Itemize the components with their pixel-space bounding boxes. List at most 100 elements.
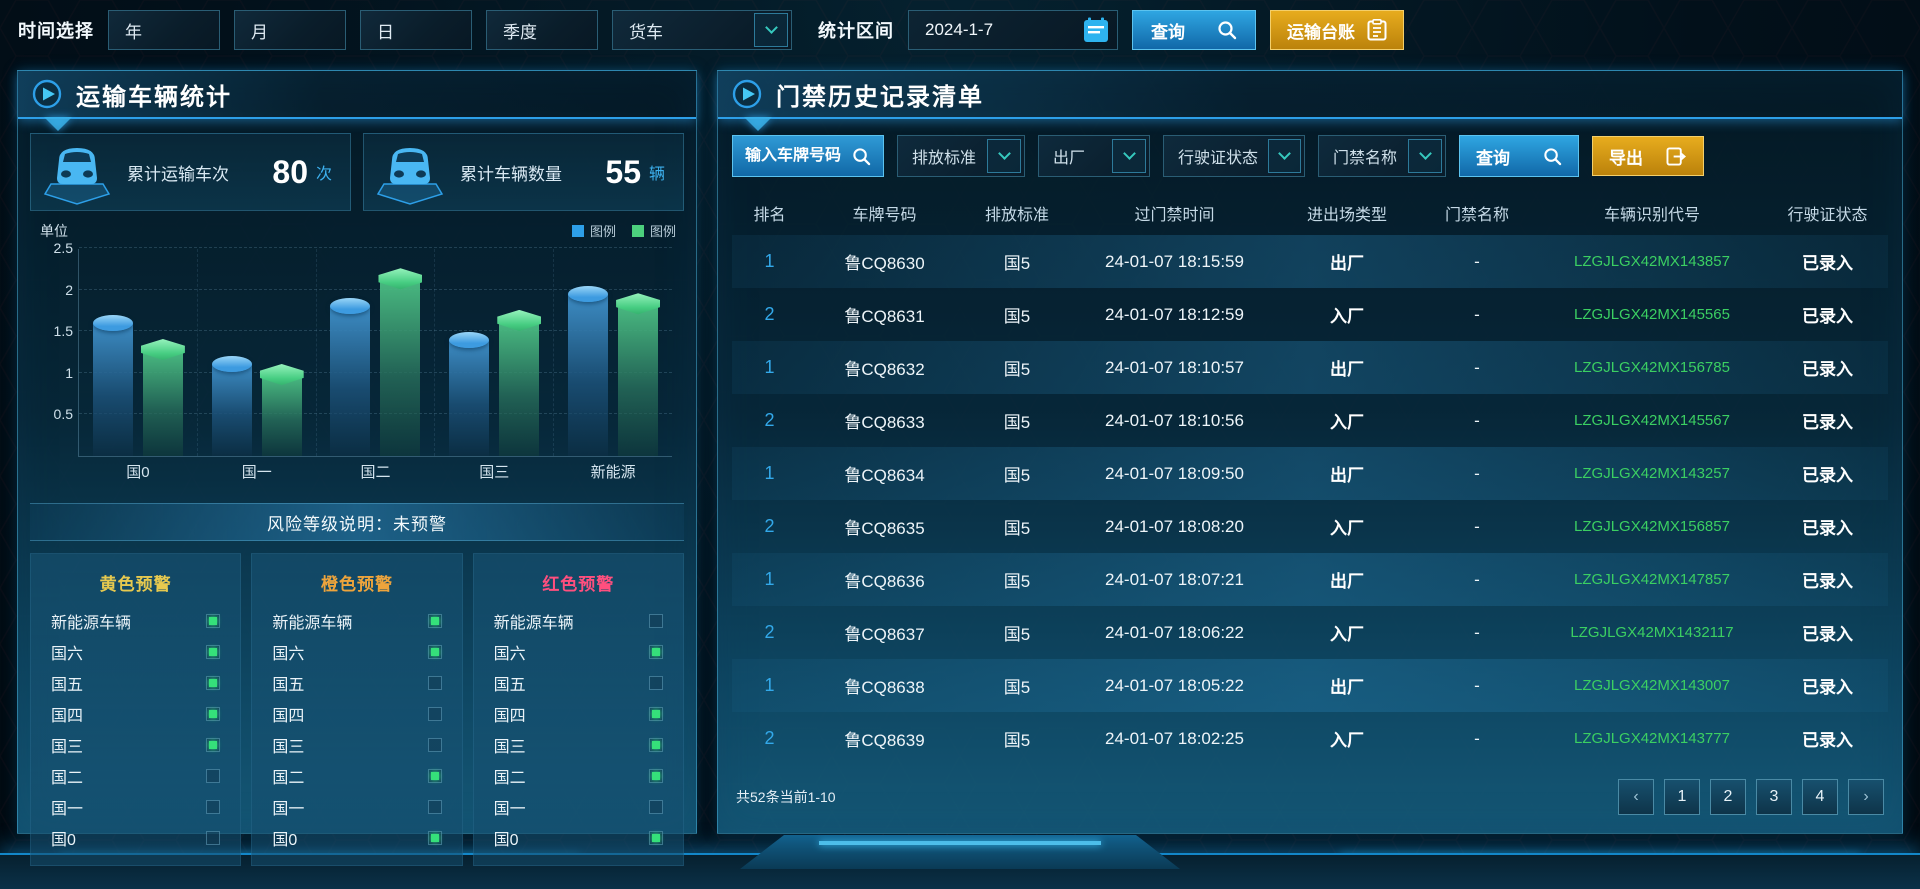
warning-indicator[interactable] xyxy=(648,706,663,721)
vehicle-type-select[interactable]: 货车 xyxy=(612,10,792,50)
period-button[interactable]: 季度 xyxy=(486,10,598,50)
table-header-row: 排名 车牌号码 排放标准 过门禁时间 进出场类型 门禁名称 车辆识别代号 行驶证状态 xyxy=(732,191,1888,235)
warning-indicator[interactable] xyxy=(206,737,221,752)
warning-indicator[interactable] xyxy=(648,644,663,659)
legend-swatch xyxy=(571,224,584,237)
next-page-button[interactable]: › xyxy=(1848,779,1884,815)
cell-gate: - xyxy=(1474,516,1480,536)
query-button[interactable]: 查询 xyxy=(1132,10,1256,50)
legend-swatch xyxy=(631,224,644,237)
legend-item[interactable]: 图例 xyxy=(571,221,616,240)
page-button[interactable]: 4 xyxy=(1802,779,1838,815)
column-header: 排名 xyxy=(753,207,786,224)
warning-indicator[interactable] xyxy=(648,613,663,628)
table-row[interactable]: 1 鲁CQ8632 国5 24-01-07 18:10:57 出厂 - LZGJ… xyxy=(732,341,1888,394)
warning-indicator[interactable] xyxy=(206,644,221,659)
warning-indicator[interactable] xyxy=(427,768,442,783)
table-row[interactable]: 2 鲁CQ8637 国5 24-01-07 18:06:22 入厂 - LZGJ… xyxy=(732,606,1888,659)
filter-dropdown[interactable]: 排放标准 xyxy=(897,135,1025,177)
legend-label: 图例 xyxy=(589,224,616,239)
warning-indicator[interactable] xyxy=(648,768,663,783)
filter-dropdown[interactable]: 门禁名称 xyxy=(1318,135,1446,177)
plate-search-input[interactable] xyxy=(745,147,849,165)
prev-page-button[interactable]: ‹ xyxy=(1618,779,1654,815)
cell-plate: 鲁CQ8631 xyxy=(844,307,925,326)
table-row[interactable]: 2 鲁CQ8639 国5 24-01-07 18:02:25 入厂 - LZGJ… xyxy=(732,712,1888,765)
cell-standard: 国5 xyxy=(1003,360,1031,379)
bar-series-1 xyxy=(92,314,133,456)
warning-row: 新能源车辆 xyxy=(494,605,663,636)
warning-indicator[interactable] xyxy=(206,768,221,783)
warning-indicator[interactable] xyxy=(206,799,221,814)
cell-standard: 国5 xyxy=(1003,731,1031,750)
page-button[interactable]: 2 xyxy=(1710,779,1746,815)
warning-indicator[interactable] xyxy=(206,706,221,721)
warning-indicator[interactable] xyxy=(427,737,442,752)
gridline xyxy=(79,330,672,332)
cell-type: 出厂 xyxy=(1330,254,1364,273)
header-chevron-decoration xyxy=(744,117,772,131)
time-select-label: 时间选择 xyxy=(18,21,94,41)
legend-label: 图例 xyxy=(649,224,676,239)
stat-label: 累计运输车次 xyxy=(127,164,229,184)
period-button[interactable]: 年 xyxy=(108,10,220,50)
period-button[interactable]: 月 xyxy=(234,10,346,50)
warning-indicator[interactable] xyxy=(427,799,442,814)
warning-indicator[interactable] xyxy=(427,675,442,690)
cell-status: 已录入 xyxy=(1802,678,1853,697)
filter-bar: 排放标准 出厂 行驶证状态 门禁名称 查询 导出 xyxy=(732,135,1888,177)
warning-indicator[interactable] xyxy=(206,675,221,690)
warning-indicator[interactable] xyxy=(427,613,442,628)
warning-indicator[interactable] xyxy=(648,675,663,690)
warning-indicator[interactable] xyxy=(648,737,663,752)
warning-columns: 黄色预警 新能源车辆 国六 国五 国四 国三 国二 国一 国0 橙色预警 新能源… xyxy=(30,553,684,866)
warning-row: 新能源车辆 xyxy=(51,605,221,636)
warning-indicator[interactable] xyxy=(648,830,663,845)
query-button-label: 查询 xyxy=(1151,22,1185,42)
table-row[interactable]: 1 鲁CQ8634 国5 24-01-07 18:09:50 出厂 - LZGJ… xyxy=(732,447,1888,500)
table-row[interactable]: 2 鲁CQ8631 国5 24-01-07 18:12:59 入厂 - LZGJ… xyxy=(732,288,1888,341)
export-button[interactable]: 导出 xyxy=(1592,136,1704,176)
filter-dropdown[interactable]: 出厂 xyxy=(1038,135,1150,177)
header-chevron-decoration xyxy=(44,117,72,131)
cell-gate: - xyxy=(1474,622,1480,642)
cell-time: 24-01-07 18:15:59 xyxy=(1105,251,1244,271)
warning-row: 国四 xyxy=(51,698,221,729)
period-button[interactable]: 日 xyxy=(360,10,472,50)
warning-indicator[interactable] xyxy=(206,613,221,628)
date-picker[interactable]: 2024-1-7 xyxy=(908,10,1118,50)
x-axis-label: 国三 xyxy=(479,464,510,481)
table-row[interactable]: 1 鲁CQ8638 国5 24-01-07 18:05:22 出厂 - LZGJ… xyxy=(732,659,1888,712)
page-button[interactable]: 3 xyxy=(1756,779,1792,815)
table-row[interactable]: 2 鲁CQ8633 国5 24-01-07 18:10:56 入厂 - LZGJ… xyxy=(732,394,1888,447)
chart-unit-label: 单位 xyxy=(40,223,68,239)
warning-indicator[interactable] xyxy=(427,830,442,845)
filter-dropdown[interactable]: 行驶证状态 xyxy=(1163,135,1305,177)
warning-row: 国六 xyxy=(494,636,663,667)
cell-plate: 鲁CQ8635 xyxy=(844,519,925,538)
warning-indicator[interactable] xyxy=(206,830,221,845)
warning-indicator[interactable] xyxy=(648,799,663,814)
left-panel-title: 运输车辆统计 xyxy=(76,83,232,111)
warning-indicator[interactable] xyxy=(427,706,442,721)
bar-series-1 xyxy=(330,298,371,456)
page-button[interactable]: 1 xyxy=(1664,779,1700,815)
cell-type: 入厂 xyxy=(1330,519,1364,538)
play-icon xyxy=(32,79,62,109)
legend-item[interactable]: 图例 xyxy=(631,221,676,240)
right-panel-title: 门禁历史记录清单 xyxy=(776,83,984,111)
transport-ledger-button[interactable]: 运输台账 xyxy=(1270,10,1404,50)
date-value: 2024-1-7 xyxy=(925,20,994,39)
warning-indicator[interactable] xyxy=(427,644,442,659)
table-row[interactable]: 1 鲁CQ8630 国5 24-01-07 18:15:59 出厂 - LZGJ… xyxy=(732,235,1888,288)
table-row[interactable]: 1 鲁CQ8636 国5 24-01-07 18:07:21 出厂 - LZGJ… xyxy=(732,553,1888,606)
warning-row: 国六 xyxy=(51,636,221,667)
table-query-button[interactable]: 查询 xyxy=(1459,135,1579,177)
warning-row: 国0 xyxy=(494,822,663,853)
chart-bar-group: 新能源 xyxy=(553,249,672,481)
cell-rank: 1 xyxy=(764,675,775,695)
export-icon xyxy=(1666,146,1687,166)
cell-standard: 国5 xyxy=(1003,307,1031,326)
table-row[interactable]: 2 鲁CQ8635 国5 24-01-07 18:08:20 入厂 - LZGJ… xyxy=(732,500,1888,553)
cell-rank: 2 xyxy=(764,728,775,748)
